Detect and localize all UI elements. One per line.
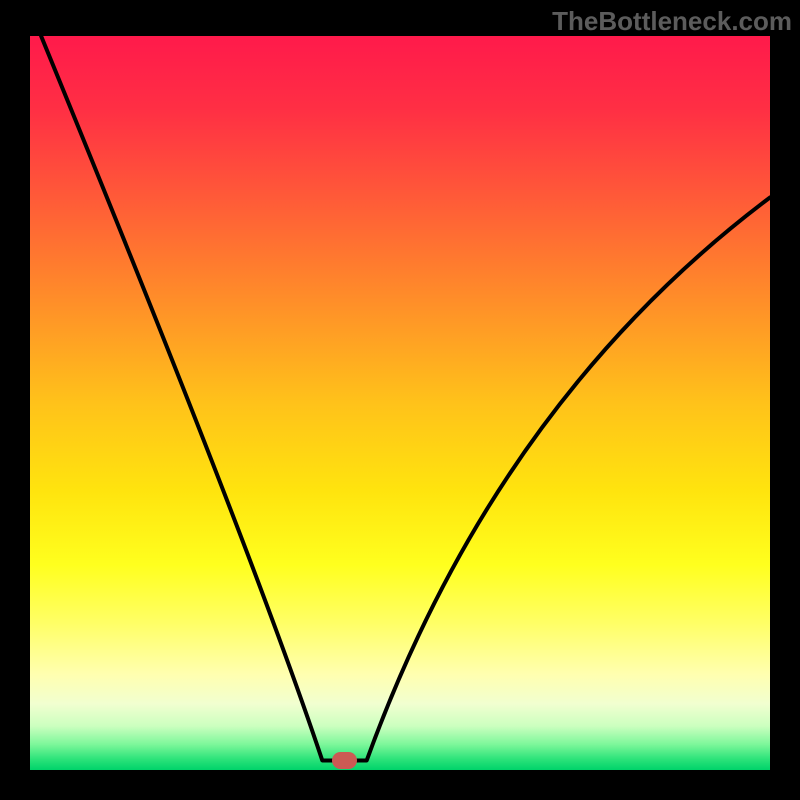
- plot-area: [30, 36, 770, 770]
- bottleneck-curve: [30, 36, 770, 770]
- curve-path: [41, 36, 770, 760]
- bottleneck-marker: [332, 752, 358, 768]
- watermark-text: TheBottleneck.com: [552, 6, 792, 37]
